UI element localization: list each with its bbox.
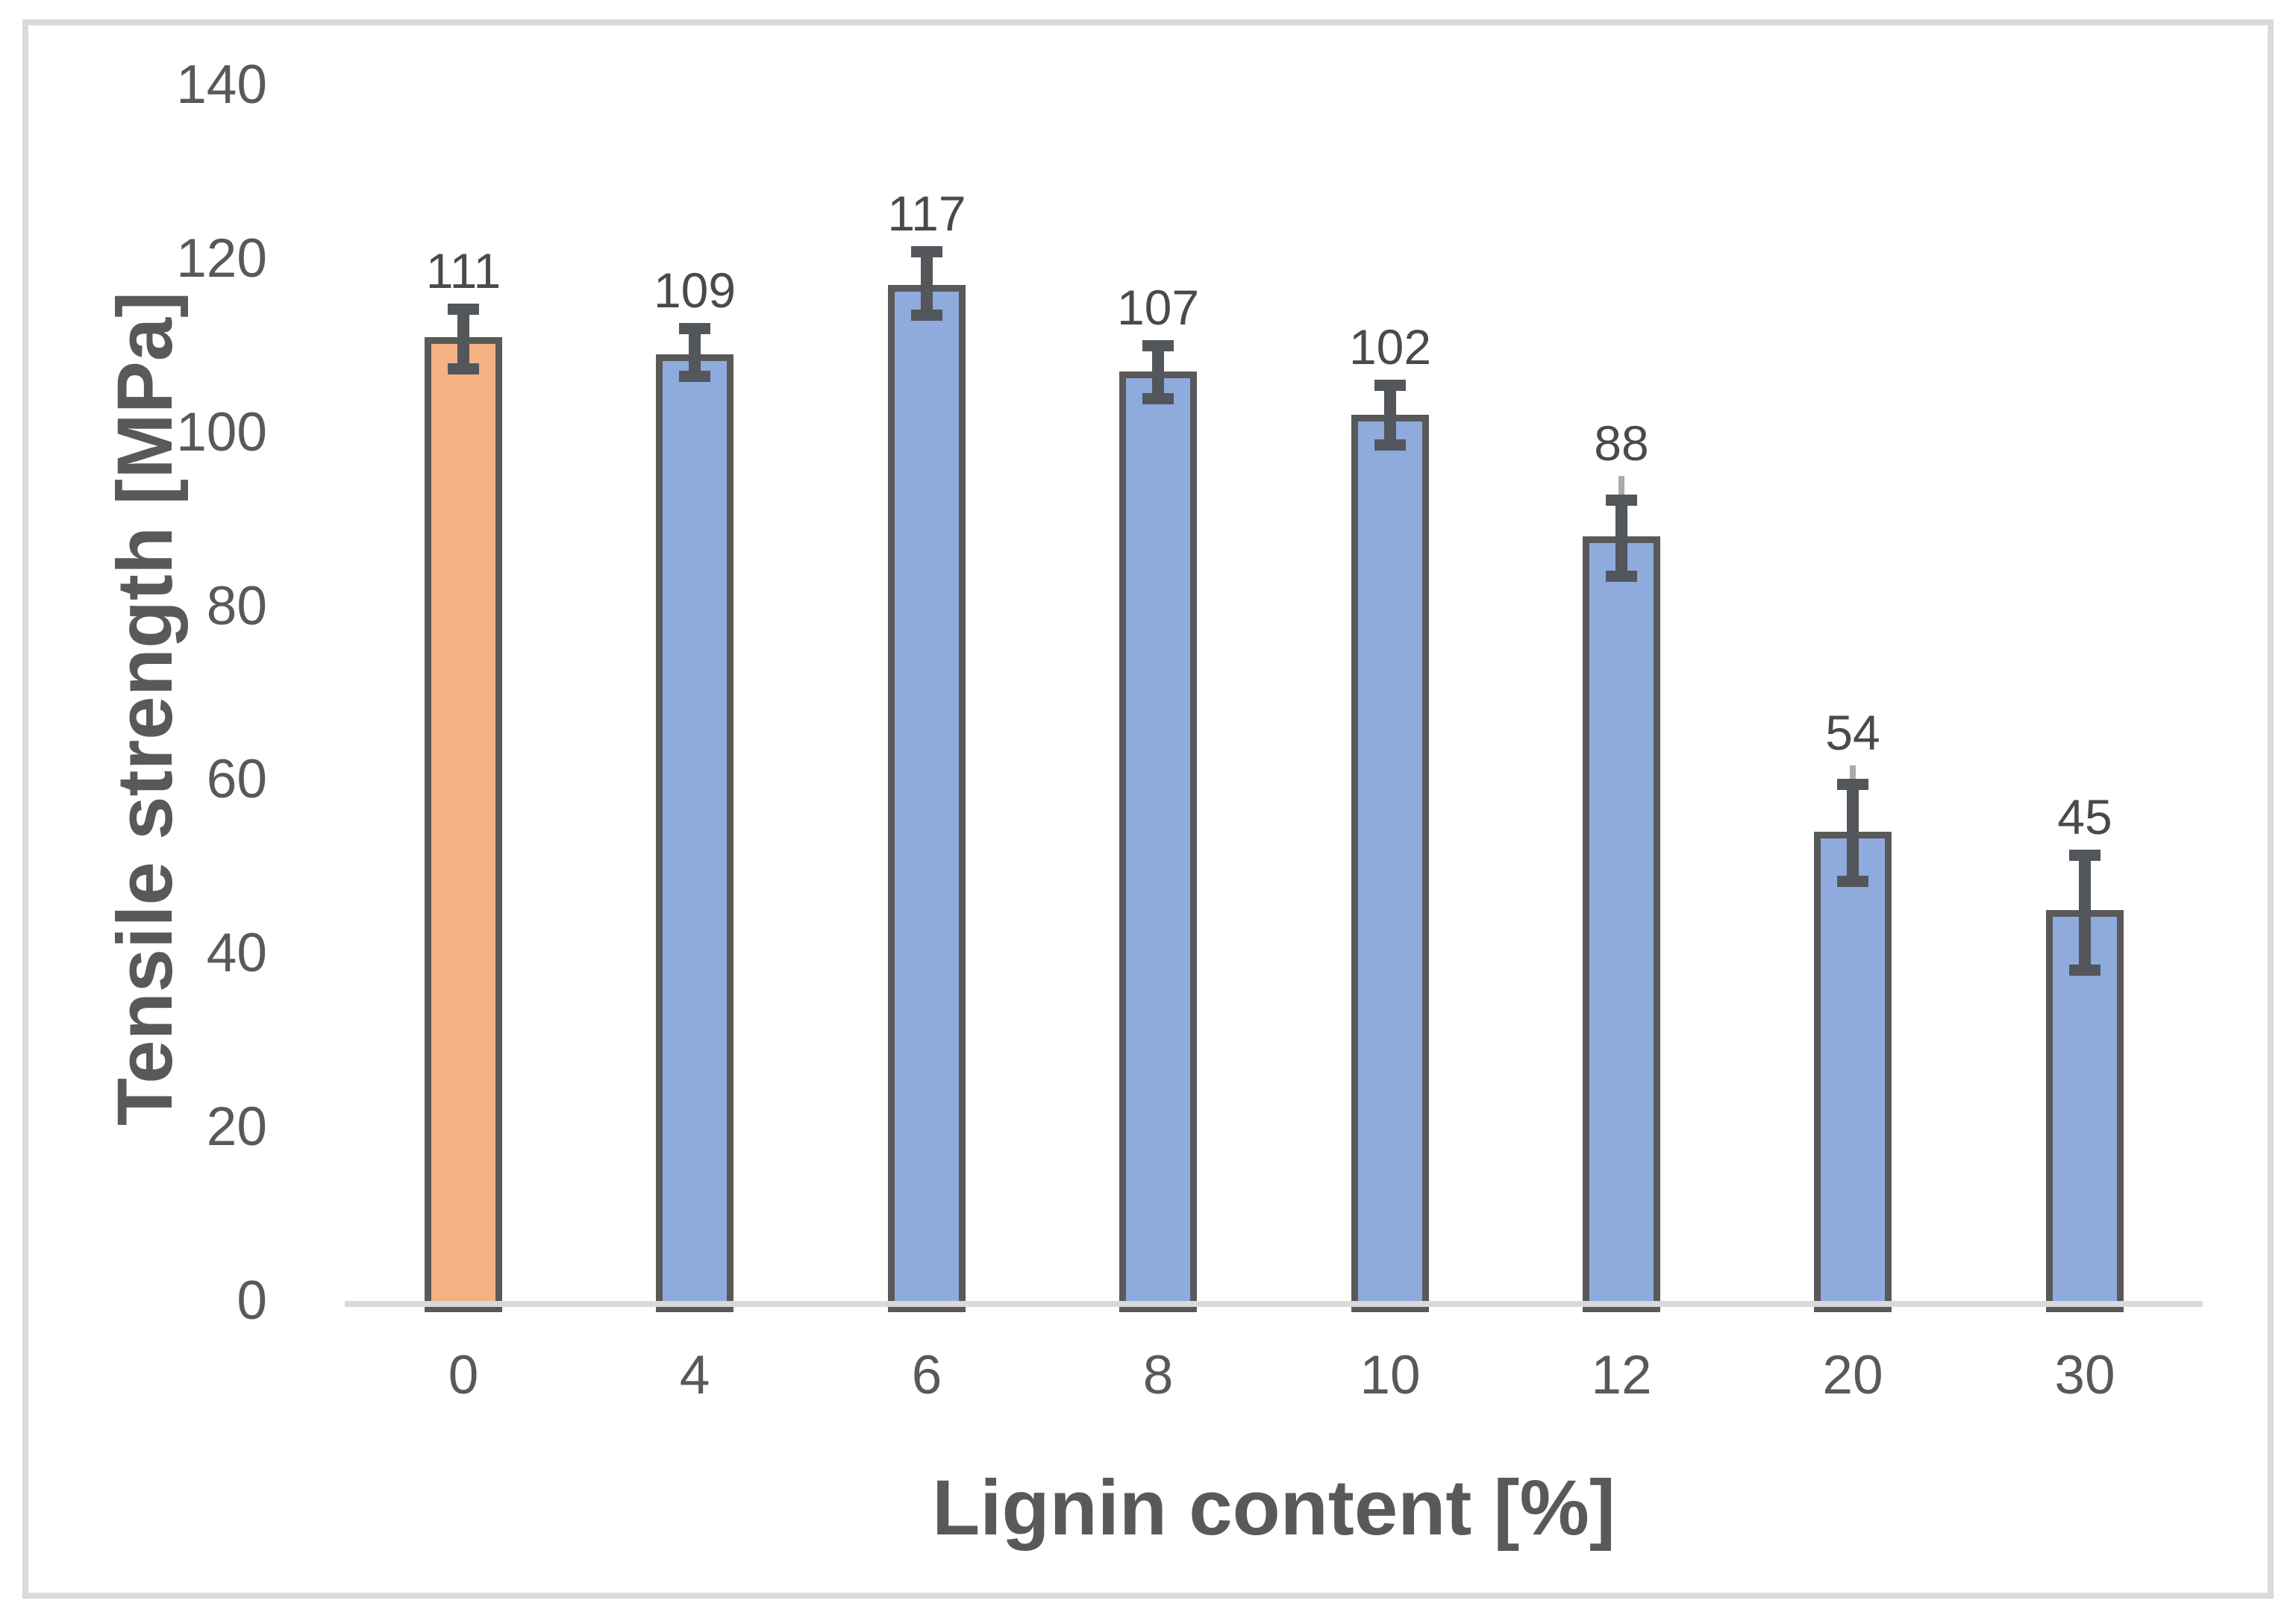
x-tick-label: 30 bbox=[2054, 1345, 2115, 1405]
x-tick-label: 12 bbox=[1591, 1345, 1652, 1405]
error-bar bbox=[1384, 386, 1396, 445]
error-bar-cap-top bbox=[2069, 850, 2101, 861]
y-tick-label: 80 bbox=[206, 576, 267, 636]
bar-value-label: 111 bbox=[425, 243, 501, 298]
error-bar-cap-top bbox=[911, 246, 942, 257]
error-bar-cap-bottom bbox=[911, 310, 942, 321]
error-bar-cap-top bbox=[1837, 779, 1868, 790]
y-tick-label: 40 bbox=[206, 923, 267, 983]
error-bar bbox=[457, 309, 469, 369]
bar bbox=[1351, 415, 1429, 1312]
y-axis-title: Tensile strength [MPa] bbox=[101, 291, 189, 1126]
highlight-bar bbox=[425, 337, 502, 1312]
y-tick-label: 20 bbox=[206, 1097, 267, 1157]
x-tick-label: 20 bbox=[1822, 1345, 1883, 1405]
bar bbox=[656, 354, 733, 1312]
bar-value-label: 117 bbox=[887, 186, 966, 241]
error-bar-cap-bottom bbox=[1142, 393, 1174, 404]
error-bar-cap-bottom bbox=[2069, 965, 2101, 976]
error-bar bbox=[921, 252, 933, 316]
bar-value-label: 88 bbox=[1594, 416, 1649, 471]
y-tick-label: 60 bbox=[206, 749, 267, 809]
error-bar-cap-bottom bbox=[1374, 439, 1406, 451]
error-bar-cap-bottom bbox=[1837, 876, 1868, 887]
x-tick-label: 6 bbox=[911, 1345, 942, 1405]
bar-value-label: 54 bbox=[1825, 705, 1880, 760]
bar bbox=[1583, 536, 1660, 1312]
error-bar-cap-top bbox=[448, 304, 479, 315]
bar-value-label: 102 bbox=[1348, 319, 1432, 374]
x-axis-title: Lignin content [%] bbox=[932, 1464, 1615, 1552]
error-bar-cap-top bbox=[1142, 340, 1174, 351]
bar bbox=[888, 285, 966, 1312]
y-tick-label: 140 bbox=[176, 54, 267, 115]
error-bar bbox=[689, 328, 701, 376]
x-tick-label: 10 bbox=[1360, 1345, 1421, 1405]
error-bar-cap-bottom bbox=[1606, 571, 1637, 582]
y-tick-label: 0 bbox=[237, 1270, 267, 1331]
error-bar-cap-top bbox=[1374, 380, 1406, 391]
error-bar-cap-bottom bbox=[679, 371, 710, 382]
x-tick-label: 0 bbox=[448, 1345, 479, 1405]
y-tick-label: 100 bbox=[176, 402, 267, 462]
error-bar-cap-top bbox=[1606, 495, 1637, 506]
x-tick-label: 4 bbox=[679, 1345, 710, 1405]
bar-value-label: 107 bbox=[1116, 280, 1200, 335]
y-tick-label: 120 bbox=[176, 228, 267, 289]
error-bar-cap-top bbox=[679, 323, 710, 334]
error-bar-cap-bottom bbox=[448, 363, 479, 374]
error-bar bbox=[1152, 345, 1164, 398]
error-bar bbox=[2079, 856, 2091, 971]
x-axis-line bbox=[345, 1301, 2203, 1307]
error-bar bbox=[1615, 501, 1627, 577]
error-bar bbox=[1847, 784, 1859, 881]
bar-value-label: 45 bbox=[2057, 789, 2112, 844]
bar-value-label: 109 bbox=[653, 263, 736, 318]
x-tick-label: 8 bbox=[1142, 1345, 1174, 1405]
bar bbox=[1119, 371, 1197, 1312]
bar bbox=[1814, 832, 1892, 1312]
